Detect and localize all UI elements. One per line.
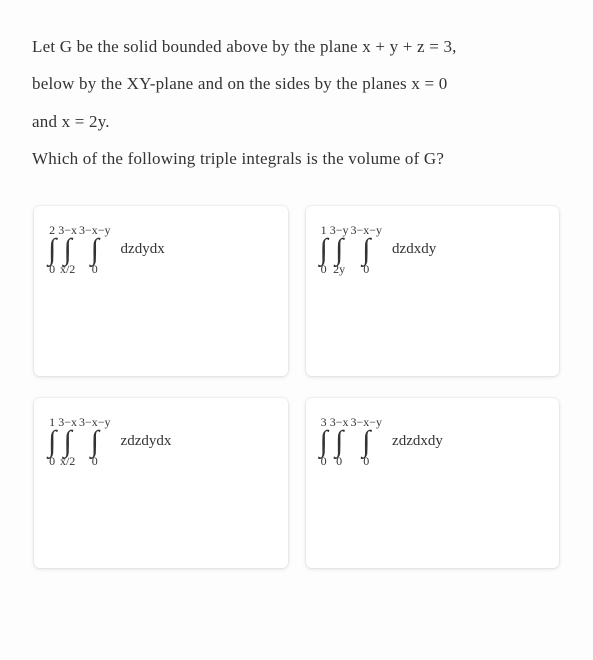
differential-3: zdzdxdy (392, 433, 443, 450)
integral-expr-1: 1 ∫ 0 3−y ∫ 2y 3−x−y ∫ 0 dzdxdy (320, 224, 437, 276)
int-2-2: 3−x ∫ x/2 (58, 416, 77, 468)
differential-0: dzdydx (121, 241, 165, 258)
integral-icon: ∫ (335, 429, 343, 455)
integral-icon: ∫ (91, 237, 99, 263)
limit-lower: 0 (336, 455, 342, 467)
q-eq1: x + y + z = 3 (362, 37, 452, 56)
limit-lower: 0 (363, 263, 369, 275)
limit-lower: 0 (49, 455, 55, 467)
integral-icon: ∫ (48, 429, 56, 455)
int-0-2: 3−x ∫ x/2 (58, 224, 77, 276)
integral-icon: ∫ (320, 237, 328, 263)
integral-expr-3: 3 ∫ 0 3−x ∫ 0 3−x−y ∫ 0 zdzdxdy (320, 416, 443, 468)
integral-icon: ∫ (362, 237, 370, 263)
q-line1a: Let G be the solid bounded above by the … (32, 37, 362, 56)
page: Let G be the solid bounded above by the … (0, 0, 593, 660)
option-card-0[interactable]: 2 ∫ 0 3−x ∫ x/2 3−x−y ∫ 0 dzdydx (34, 206, 288, 376)
int-3-3: 3−x−y ∫ 0 (351, 416, 383, 468)
int-1-2: 3−y ∫ 2y (330, 224, 349, 276)
limit-lower: 2y (333, 263, 345, 275)
integral-icon: ∫ (362, 429, 370, 455)
limit-lower: 0 (49, 263, 55, 275)
q-eq2: x = 0 (411, 74, 447, 93)
limit-lower: 0 (92, 455, 98, 467)
limit-lower: 0 (321, 263, 327, 275)
option-card-3[interactable]: 3 ∫ 0 3−x ∫ 0 3−x−y ∫ 0 zdzdxdy (306, 398, 560, 568)
integral-icon: ∫ (320, 429, 328, 455)
q-line3a: and (32, 112, 62, 131)
q-eq3: x = 2y (62, 112, 106, 131)
options-grid: 2 ∫ 0 3−x ∫ x/2 3−x−y ∫ 0 dzdydx (32, 206, 561, 568)
differential-1: dzdxdy (392, 241, 436, 258)
limit-lower: 0 (92, 263, 98, 275)
q-line3b: . (105, 112, 109, 131)
differential-2: zdzdydx (121, 433, 172, 450)
q-line2a: below by the XY-plane and on the sides b… (32, 74, 411, 93)
option-card-1[interactable]: 1 ∫ 0 3−y ∫ 2y 3−x−y ∫ 0 dzdxdy (306, 206, 560, 376)
int-2-3: 3−x−y ∫ 0 (79, 416, 111, 468)
integral-icon: ∫ (335, 237, 343, 263)
integral-expr-0: 2 ∫ 0 3−x ∫ x/2 3−x−y ∫ 0 dzdydx (48, 224, 165, 276)
limit-lower: 0 (363, 455, 369, 467)
int-1-3: 3−x−y ∫ 0 (351, 224, 383, 276)
integral-icon: ∫ (64, 237, 72, 263)
int-0-3: 3−x−y ∫ 0 (79, 224, 111, 276)
q-line4: Which of the following triple integrals … (32, 149, 444, 168)
limit-lower: x/2 (60, 455, 75, 467)
limit-lower: x/2 (60, 263, 75, 275)
integral-icon: ∫ (48, 237, 56, 263)
question-text: Let G be the solid bounded above by the … (32, 28, 561, 178)
int-3-1: 3 ∫ 0 (320, 416, 328, 468)
q-line1b: , (452, 37, 456, 56)
integral-expr-2: 1 ∫ 0 3−x ∫ x/2 3−x−y ∫ 0 zdzdydx (48, 416, 171, 468)
integral-icon: ∫ (64, 429, 72, 455)
limit-lower: 0 (321, 455, 327, 467)
option-card-2[interactable]: 1 ∫ 0 3−x ∫ x/2 3−x−y ∫ 0 zdzdydx (34, 398, 288, 568)
int-2-1: 1 ∫ 0 (48, 416, 56, 468)
integral-icon: ∫ (91, 429, 99, 455)
int-1-1: 1 ∫ 0 (320, 224, 328, 276)
int-0-1: 2 ∫ 0 (48, 224, 56, 276)
int-3-2: 3−x ∫ 0 (330, 416, 349, 468)
